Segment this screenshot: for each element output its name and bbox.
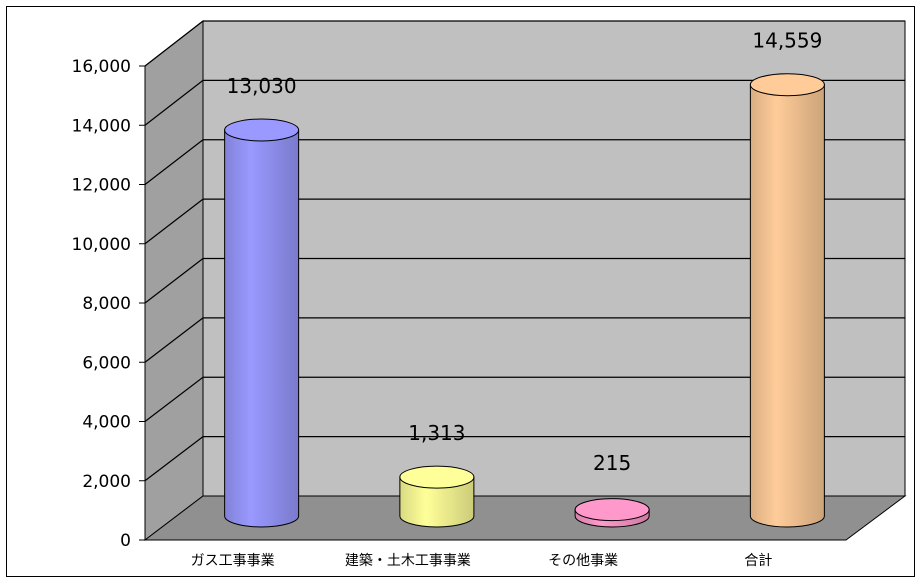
- bar-top: [749, 73, 825, 97]
- bar-top: [224, 118, 300, 142]
- bar-body: [749, 84, 825, 528]
- y-tick-label: 16,000: [72, 57, 131, 77]
- bar: [574, 498, 650, 528]
- bar-top: [399, 465, 475, 489]
- bar-body: [224, 129, 300, 528]
- bar-top: [574, 498, 650, 522]
- bar: [749, 73, 825, 528]
- data-label: 215: [593, 451, 631, 475]
- bar-body: [399, 476, 475, 528]
- bar: [224, 118, 300, 528]
- y-tick-label: 14,000: [72, 116, 131, 136]
- gridline-side: [144, 198, 204, 245]
- y-tick-label: 4,000: [82, 413, 131, 433]
- gridline-side: [144, 376, 204, 422]
- data-labels: 13,030 1,313 215 14,559: [227, 29, 823, 475]
- gridline-side: [144, 436, 204, 482]
- y-tick-label: 10,000: [72, 235, 131, 255]
- data-label: 13,030: [227, 74, 297, 98]
- category-label: その他事業: [548, 553, 618, 569]
- gridline-side: [144, 258, 204, 304]
- y-tick-label: 0: [120, 531, 131, 551]
- category-label: ガス工事事業: [191, 553, 275, 569]
- y-tick-label: 8,000: [82, 294, 131, 314]
- gridline-side: [144, 317, 204, 363]
- category-label: 合計: [744, 553, 772, 569]
- y-tick-label: 2,000: [82, 472, 131, 492]
- y-tick-label: 12,000: [72, 176, 131, 196]
- y-axis-ticks: 0 2,000 4,000 6,000 8,000 10,000 12,000 14,000 1…: [72, 57, 145, 551]
- gridline-side: [144, 20, 204, 67]
- y-tick-label: 6,000: [82, 353, 131, 373]
- category-labels: ガス工事事業 建築・土木工事事業 その他事業 合計: [191, 553, 773, 569]
- bars: [224, 73, 825, 528]
- chart-floor: [143, 495, 907, 541]
- data-label: 1,313: [408, 421, 465, 445]
- data-label: 14,559: [752, 29, 822, 53]
- gridline-side: [144, 139, 204, 185]
- gridline-side: [144, 79, 204, 126]
- bar: [399, 465, 475, 528]
- category-label: 建築・土木工事事業: [345, 553, 471, 569]
